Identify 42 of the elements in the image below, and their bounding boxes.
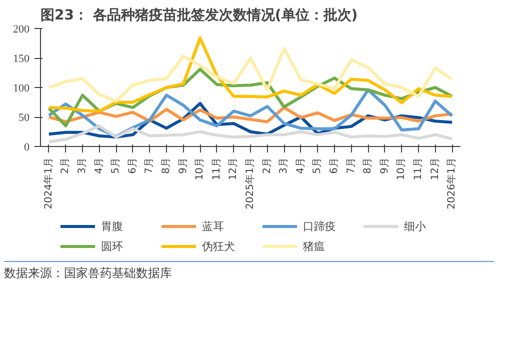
- line-series: [47, 124, 454, 144]
- legend-label: 口蹄疫: [303, 218, 337, 234]
- x-tick-label: 4月: [94, 157, 105, 174]
- x-tick-label: 2025年1月: [244, 158, 256, 210]
- x-tick-label: 2026年1月: [446, 158, 458, 210]
- x-tick-label: 9月: [379, 157, 390, 174]
- line-series: [47, 47, 454, 103]
- x-tick-label: 12月: [430, 157, 441, 180]
- x-tick-label: 2月: [60, 157, 72, 174]
- source-note: 数据来源：国家兽药基础数据库: [4, 265, 172, 282]
- legend-label: 圆环: [101, 238, 124, 254]
- y-tick-label: 0: [24, 142, 30, 154]
- x-tick-label: 6月: [329, 157, 340, 174]
- legend-label: 伪狂犬: [202, 238, 236, 254]
- x-tick-label: 12月: [228, 157, 240, 180]
- x-tick-label: 8月: [161, 157, 172, 174]
- x-tick-label: 8月: [362, 157, 374, 174]
- x-tick-label: 11月: [211, 157, 222, 180]
- legend-label: 胃腹: [101, 218, 124, 234]
- y-tick-label: 200: [13, 24, 30, 36]
- x-tick-label: 2024年1月: [42, 158, 54, 210]
- x-tick-label: 4月: [295, 157, 306, 174]
- x-tick-label: 6月: [127, 157, 138, 174]
- chart-title: 图23： 各品种猪疫苗批签发次数情况(单位：批次): [40, 6, 358, 24]
- y-tick-label: 50: [18, 112, 30, 124]
- y-tick-label: 150: [13, 53, 30, 65]
- x-tick-label: 5月: [110, 157, 122, 174]
- x-tick-label: 11月: [413, 157, 424, 180]
- legend-label: 细小: [404, 218, 427, 234]
- y-tick-label: 100: [13, 82, 30, 94]
- legend-label: 蓝耳: [202, 218, 225, 234]
- x-tick-label: 9月: [178, 157, 189, 174]
- x-tick-label: 7月: [346, 157, 357, 174]
- x-tick-label: 5月: [312, 157, 324, 174]
- x-tick-label: 2月: [262, 157, 273, 174]
- x-tick-label: 7月: [144, 157, 156, 174]
- x-tick-label: 3月: [77, 157, 88, 174]
- legend-label: 猪瘟: [303, 238, 326, 254]
- x-tick-label: 3月: [278, 157, 290, 174]
- x-tick-label: 10月: [396, 157, 408, 180]
- line-series: [47, 36, 454, 113]
- x-tick-label: 10月: [194, 157, 206, 180]
